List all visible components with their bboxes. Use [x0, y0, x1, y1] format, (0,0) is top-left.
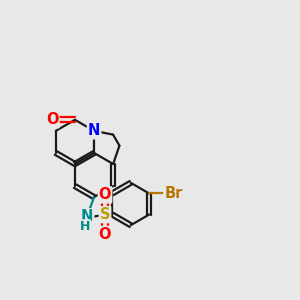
Text: S: S: [100, 207, 110, 222]
Text: O: O: [46, 112, 58, 127]
Text: O: O: [99, 227, 111, 242]
Text: N: N: [81, 209, 93, 224]
Text: Br: Br: [164, 186, 183, 201]
Text: O: O: [99, 188, 111, 202]
Text: H: H: [80, 220, 90, 233]
Text: N: N: [88, 123, 100, 138]
